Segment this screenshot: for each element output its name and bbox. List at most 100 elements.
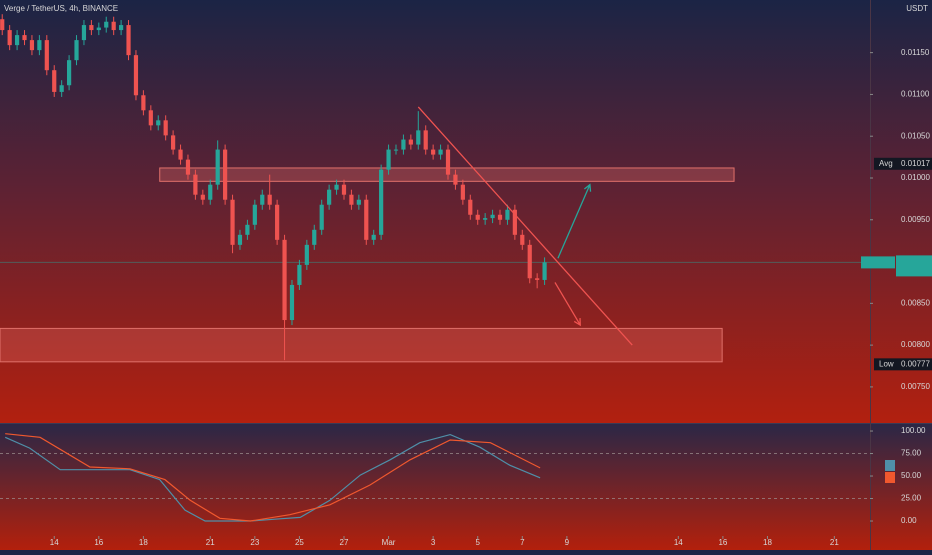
candle-body — [327, 189, 332, 205]
x-tick-label: 14 — [674, 538, 683, 547]
osc-value-box — [885, 472, 895, 483]
candle-body — [185, 159, 191, 175]
candle-body — [289, 284, 295, 321]
candle-body — [81, 25, 87, 41]
candle-body — [453, 174, 458, 185]
candle-body — [438, 149, 443, 155]
last-price-box — [861, 256, 895, 269]
y-tick-label: 0.01100 — [901, 90, 930, 99]
candle-body — [111, 21, 116, 31]
candle-body — [275, 204, 280, 240]
candle-body — [126, 25, 131, 56]
candle-body — [163, 120, 168, 136]
candle-body — [371, 234, 376, 240]
arrow-head — [583, 183, 592, 192]
arrow — [557, 184, 591, 259]
candle-body — [7, 30, 12, 46]
candle-body — [445, 149, 451, 175]
marker-label: Low — [879, 359, 894, 368]
chart-title: Verge / TetherUS, 4h, BINANCE — [4, 4, 118, 13]
x-tick-label: 9 — [565, 538, 570, 547]
x-tick-label: 23 — [250, 538, 259, 547]
x-tick-label: 21 — [206, 538, 215, 547]
candle-body — [334, 184, 339, 190]
osc-line — [4, 433, 541, 522]
candle-body — [393, 149, 399, 151]
x-tick-label: 21 — [830, 538, 839, 547]
candle-body — [431, 149, 436, 155]
main-pane — [0, 0, 932, 423]
candle-body — [490, 214, 495, 219]
candle-body — [260, 194, 265, 205]
candle-body — [282, 239, 287, 321]
candle-body — [319, 204, 324, 230]
x-tick-label: 16 — [718, 538, 727, 547]
candle-body — [208, 184, 213, 200]
candle-body — [215, 149, 220, 185]
y-tick-label: 0.01000 — [901, 173, 930, 182]
candle-body — [349, 194, 354, 205]
osc-y-tick-label: 0.00 — [901, 516, 917, 525]
candle-body — [468, 199, 473, 215]
candle-body — [497, 214, 503, 220]
candle-body — [475, 214, 480, 220]
candle-body — [542, 262, 547, 280]
x-tick-label: 7 — [520, 538, 525, 547]
candle-body — [245, 224, 250, 235]
candle-body — [460, 184, 465, 200]
x-tick-label: 18 — [139, 538, 148, 547]
arrow — [554, 282, 581, 326]
candle-body — [304, 244, 309, 265]
candle-body — [535, 278, 540, 280]
candle-body — [59, 85, 64, 92]
candle-body — [104, 21, 109, 28]
osc-y-tick-label: 75.00 — [901, 449, 922, 458]
candle-body — [423, 130, 428, 150]
x-tick-label: Mar — [382, 538, 396, 547]
unit-label: USDT — [906, 4, 928, 13]
candle-body — [29, 40, 35, 51]
candle-body — [22, 35, 27, 41]
candle-body — [14, 35, 20, 46]
candle-body — [312, 229, 317, 245]
candle-body — [178, 149, 183, 160]
candle-body — [356, 199, 361, 205]
candle-body — [297, 264, 302, 285]
x-tick-label: 14 — [50, 538, 59, 547]
marker-box — [874, 358, 932, 371]
marker-value: 0.01017 — [901, 159, 930, 168]
candle-body — [171, 135, 176, 150]
candle-body — [89, 25, 94, 31]
candle-body — [401, 139, 406, 150]
osc-value-box — [885, 460, 895, 471]
candle-body — [44, 40, 49, 71]
candle-body — [119, 25, 124, 31]
marker-label: Avg — [879, 159, 893, 168]
candle-body — [0, 19, 5, 31]
x-tick-label: 16 — [94, 538, 103, 547]
candle-body — [237, 234, 243, 245]
osc-line — [5, 433, 541, 522]
candle-body — [230, 199, 235, 245]
trend-line — [417, 106, 633, 346]
zone — [0, 327, 723, 363]
x-tick-label: 5 — [475, 538, 480, 547]
candle-body — [223, 149, 228, 200]
candle-body — [364, 199, 369, 240]
oscillator-pane — [0, 424, 932, 550]
candle-body — [379, 169, 384, 235]
x-tick-label: 18 — [763, 538, 772, 547]
y-tick-label: 0.00800 — [901, 340, 930, 349]
candle-body — [133, 55, 139, 96]
y-tick-label: 0.00850 — [901, 298, 930, 307]
osc-y-tick-label: 100.00 — [901, 426, 926, 435]
candle-body — [386, 149, 391, 170]
y-tick-label: 0.01050 — [901, 131, 930, 140]
candle-body — [141, 95, 146, 111]
candle-body — [52, 70, 57, 92]
arrow-head — [573, 318, 581, 327]
osc-y-tick-label: 50.00 — [901, 471, 922, 480]
candle-body — [483, 218, 488, 220]
candle-body — [505, 209, 510, 220]
osc-y-tick-label: 25.00 — [901, 494, 922, 503]
